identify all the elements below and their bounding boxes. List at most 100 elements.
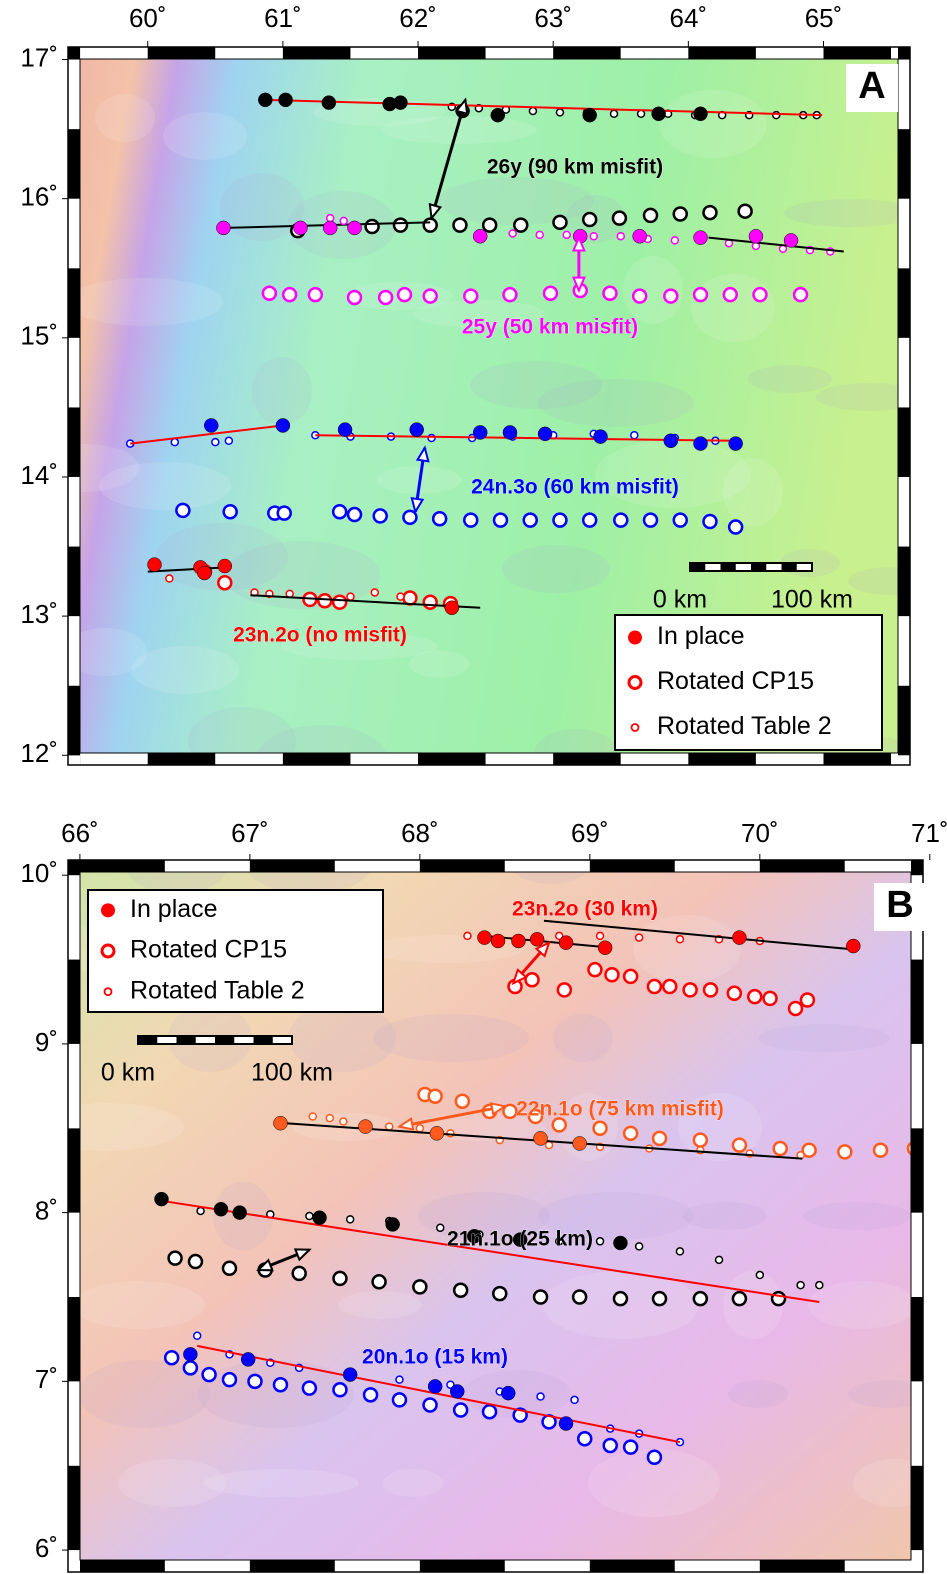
border-segment bbox=[68, 1213, 80, 1297]
relief bbox=[198, 1360, 354, 1428]
track-label: 25y (50 km misfit) bbox=[462, 316, 638, 339]
border-segment bbox=[420, 860, 505, 872]
table2-point bbox=[676, 1248, 683, 1255]
cp15-point bbox=[274, 1378, 287, 1391]
cp15-point bbox=[653, 1132, 666, 1145]
cp15-point bbox=[464, 514, 477, 527]
cp15-point bbox=[493, 1287, 506, 1300]
relief bbox=[723, 1271, 783, 1339]
cp15-point bbox=[398, 288, 411, 301]
in-place-point bbox=[633, 229, 647, 243]
relief bbox=[163, 112, 247, 160]
in-place-point bbox=[473, 425, 487, 439]
in-place-point bbox=[233, 1206, 247, 1220]
y-tick-label: 10˚ bbox=[20, 858, 58, 888]
border-segment bbox=[68, 477, 80, 547]
border-segment bbox=[68, 616, 80, 686]
in-place-point bbox=[501, 1386, 515, 1400]
border-segment bbox=[335, 860, 420, 872]
cp15-point bbox=[663, 980, 676, 993]
in-place-point bbox=[154, 1192, 168, 1206]
in-place-point bbox=[338, 423, 352, 437]
border-segment bbox=[68, 1297, 80, 1381]
in-place-point bbox=[204, 418, 218, 432]
border-segment bbox=[420, 1560, 505, 1572]
cp15-point bbox=[583, 213, 596, 226]
cp15-point bbox=[573, 1290, 586, 1303]
in-place-point bbox=[664, 434, 678, 448]
border-segment bbox=[898, 686, 910, 756]
border-segment bbox=[911, 1466, 923, 1550]
border-segment bbox=[688, 753, 756, 765]
relief bbox=[67, 278, 223, 326]
y-tick-label: 16˚ bbox=[20, 182, 58, 212]
table2-point bbox=[437, 1224, 444, 1231]
table2-point bbox=[611, 110, 618, 117]
cp15-point bbox=[614, 514, 627, 527]
in-place-point bbox=[198, 566, 212, 580]
cp15-point bbox=[703, 515, 716, 528]
border-segment bbox=[898, 129, 910, 199]
cp15-point bbox=[223, 1262, 236, 1275]
cp15-point bbox=[605, 968, 618, 981]
cp15-point bbox=[648, 980, 661, 993]
border-segment bbox=[911, 1044, 923, 1128]
border-segment bbox=[756, 753, 824, 765]
border-segment bbox=[911, 1297, 923, 1381]
border-segment bbox=[553, 753, 621, 765]
table2-point bbox=[340, 1118, 347, 1125]
in-place-point bbox=[491, 108, 505, 122]
cp15-point bbox=[483, 219, 496, 232]
cp15-point bbox=[403, 511, 416, 524]
border-segment bbox=[68, 60, 80, 130]
border-segment bbox=[283, 47, 351, 59]
in-place-point bbox=[784, 233, 798, 247]
cp15-point bbox=[838, 1145, 851, 1158]
border-segment bbox=[68, 547, 80, 617]
cp15-point bbox=[394, 219, 407, 232]
cp15-point bbox=[424, 290, 437, 303]
in-place-point bbox=[534, 1131, 548, 1145]
table2-point bbox=[676, 936, 683, 943]
cp15-point bbox=[684, 983, 697, 996]
panel-label: B bbox=[886, 884, 913, 926]
in-place-point bbox=[293, 221, 307, 235]
y-tick-label: 14˚ bbox=[20, 460, 58, 490]
relief bbox=[338, 1291, 422, 1319]
border-segment bbox=[911, 860, 923, 875]
border-segment bbox=[68, 686, 80, 756]
border-segment bbox=[898, 268, 910, 338]
table2-point bbox=[212, 439, 219, 446]
in-place-point bbox=[430, 1126, 444, 1140]
legend-marker bbox=[102, 945, 114, 957]
cp15-point bbox=[524, 514, 537, 527]
track-label: 24n.3o (60 km misfit) bbox=[471, 476, 679, 499]
cp15-point bbox=[165, 1351, 178, 1364]
y-tick-label: 6˚ bbox=[35, 1533, 58, 1563]
table2-point bbox=[571, 1396, 578, 1403]
scale-segment bbox=[215, 1036, 234, 1044]
cp15-point bbox=[203, 1368, 216, 1381]
cp15-point bbox=[624, 1127, 637, 1140]
y-tick-label: 15˚ bbox=[20, 321, 58, 351]
cp15-point bbox=[403, 592, 416, 605]
in-place-point bbox=[573, 1136, 587, 1150]
in-place-point bbox=[348, 221, 362, 235]
border-segment bbox=[418, 753, 486, 765]
border-segment bbox=[148, 47, 216, 59]
table2-point bbox=[529, 108, 536, 115]
in-place-point bbox=[749, 229, 763, 243]
scale-segment bbox=[177, 1036, 196, 1044]
relief bbox=[728, 1380, 788, 1408]
border-segment bbox=[898, 616, 910, 686]
cp15-point bbox=[648, 1451, 661, 1464]
border-segment bbox=[80, 860, 165, 872]
table2-point bbox=[171, 439, 178, 446]
border-segment bbox=[505, 1560, 590, 1572]
table2-point bbox=[537, 1393, 544, 1400]
track-label: 23n.2o (30 km) bbox=[512, 898, 658, 921]
cp15-point bbox=[553, 514, 566, 527]
in-place-point bbox=[216, 221, 230, 235]
table2-point bbox=[546, 1142, 553, 1149]
cp15-point bbox=[604, 1439, 617, 1452]
